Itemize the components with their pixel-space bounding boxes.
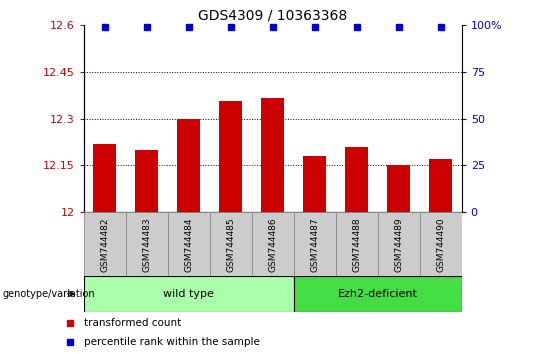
Bar	[252, 212, 294, 276]
Bar	[219, 101, 242, 212]
Bar	[84, 276, 294, 312]
Bar	[261, 98, 284, 212]
Bar	[168, 212, 210, 276]
Text: GSM744484: GSM744484	[184, 217, 193, 272]
Bar	[294, 276, 462, 312]
Text: GSM744490: GSM744490	[436, 217, 445, 272]
Bar	[303, 156, 326, 212]
Text: percentile rank within the sample: percentile rank within the sample	[84, 337, 260, 347]
Text: GSM744486: GSM744486	[268, 217, 277, 272]
Bar	[210, 212, 252, 276]
Title: GDS4309 / 10363368: GDS4309 / 10363368	[198, 8, 347, 22]
Bar	[387, 165, 410, 212]
Text: genotype/variation: genotype/variation	[3, 289, 96, 299]
Bar	[345, 147, 368, 212]
Bar	[135, 150, 158, 212]
Text: GSM744483: GSM744483	[142, 217, 151, 272]
Bar	[294, 212, 336, 276]
Text: GSM744488: GSM744488	[352, 217, 361, 272]
Text: Ezh2-deficient: Ezh2-deficient	[338, 289, 417, 299]
Bar	[84, 212, 126, 276]
Bar	[126, 212, 168, 276]
Text: GSM744487: GSM744487	[310, 217, 319, 272]
Text: GSM744489: GSM744489	[394, 217, 403, 272]
Bar	[420, 212, 462, 276]
Text: GSM744482: GSM744482	[100, 217, 109, 272]
Text: wild type: wild type	[163, 289, 214, 299]
Bar	[429, 159, 453, 212]
Bar	[377, 212, 420, 276]
Text: GSM744485: GSM744485	[226, 217, 235, 272]
Text: transformed count: transformed count	[84, 318, 181, 329]
Bar	[177, 119, 200, 212]
Bar	[336, 212, 377, 276]
Bar	[93, 144, 116, 212]
